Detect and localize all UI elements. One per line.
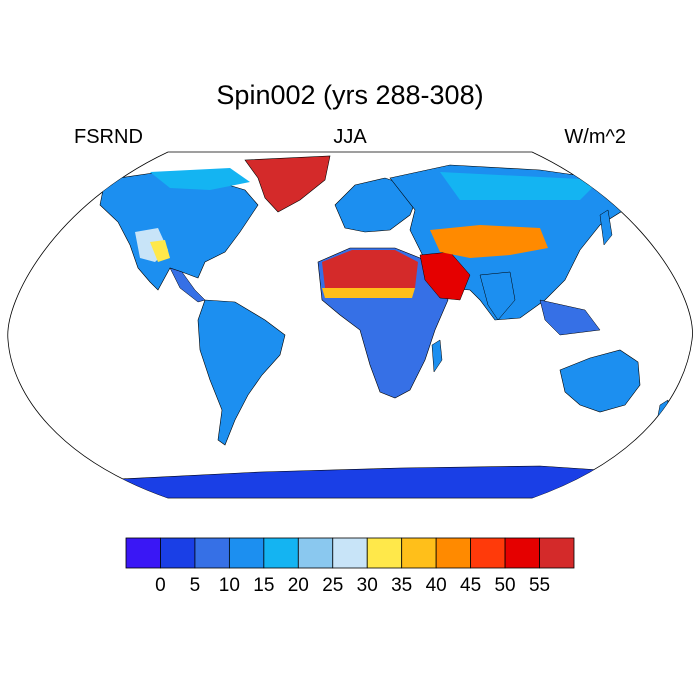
colorbar-swatch (366, 537, 403, 569)
colorbar-swatch (332, 537, 368, 569)
colorbar-tick-label: 50 (494, 575, 516, 596)
canada-north (150, 168, 250, 190)
siberia (440, 172, 600, 200)
colorbar-tick-label: 5 (189, 575, 201, 596)
colorbar-tick-label: 35 (391, 575, 413, 596)
colorbar-tick-label: 45 (460, 575, 482, 596)
colorbar-swatch (470, 537, 506, 569)
europe (334, 177, 421, 233)
colorbar-tick-label: 20 (287, 575, 309, 596)
colorbar-tick-label: 30 (356, 575, 378, 596)
sahara (322, 250, 418, 292)
colorbar-tick-label: 10 (218, 575, 240, 596)
central-asia (430, 225, 548, 258)
season-label: JJA (333, 126, 367, 148)
colorbar-swatch (435, 537, 472, 569)
colorbar-swatch (125, 537, 161, 569)
sahel (322, 288, 415, 298)
units-label: W/m^2 (564, 126, 626, 148)
colorbar-swatch (228, 537, 265, 569)
north-america (99, 171, 259, 291)
south-america (197, 299, 286, 446)
japan (599, 209, 613, 246)
southwest-us (150, 240, 170, 262)
colorbar-tick-label: 25 (322, 575, 344, 596)
colorbar-tick-label: 40 (425, 575, 447, 596)
colorbar-tick-label: 55 (528, 575, 551, 596)
southeast-asia (539, 299, 601, 336)
madagascar (431, 339, 443, 373)
australia (559, 349, 641, 413)
colorbar-swatch (297, 537, 334, 569)
india (479, 271, 516, 321)
colorbar-tick-label: 0 (155, 575, 166, 596)
colorbar-swatch (504, 537, 540, 569)
colorbar-swatch (539, 537, 575, 569)
colorbar-swatch (263, 537, 299, 569)
colorbar-swatch (160, 537, 196, 569)
variable-label: FSRND (74, 126, 143, 148)
map-title: Spin002 (yrs 288-308) (216, 80, 484, 110)
greenland (244, 155, 331, 213)
colorbar-swatch (194, 537, 230, 569)
colorbar-swatch (401, 537, 437, 569)
colorbar-tick-label: 15 (253, 575, 275, 596)
